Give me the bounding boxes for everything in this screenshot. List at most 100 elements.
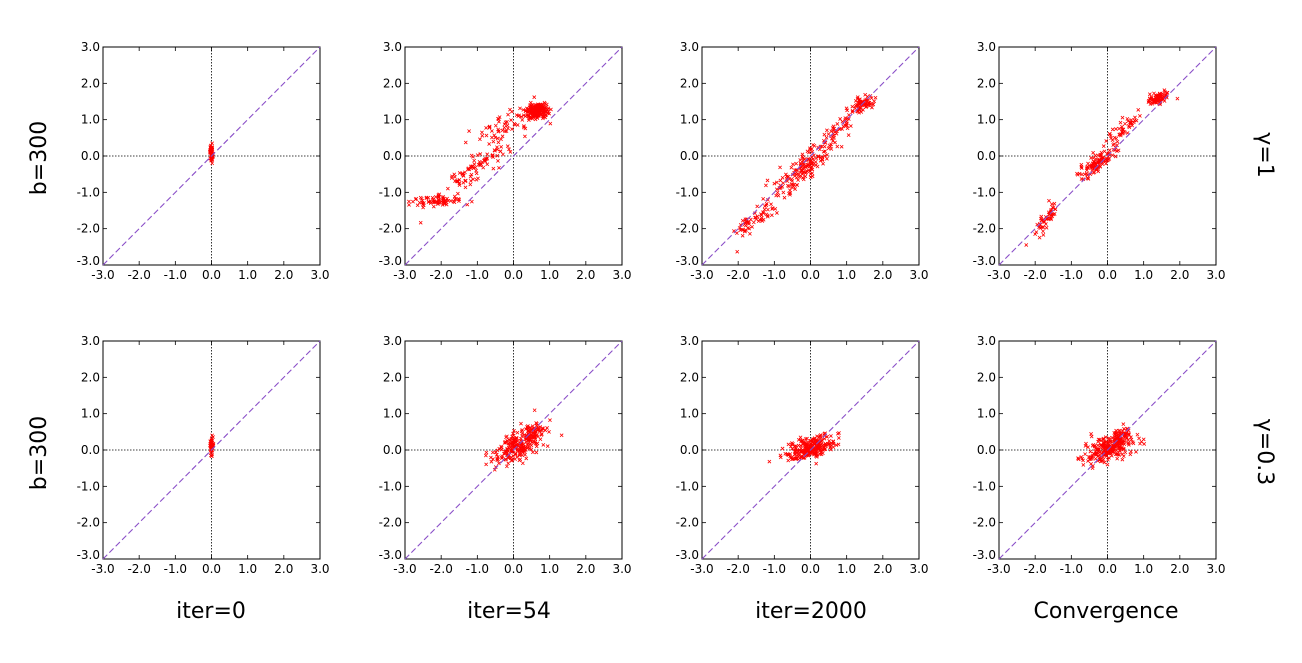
scatter-point (834, 443, 839, 447)
y-tick-label: 3.0 (81, 334, 100, 348)
scatter-point (1153, 93, 1158, 98)
scatter-point (460, 171, 465, 176)
scatter-point (861, 107, 865, 112)
scatter-point (1041, 233, 1046, 237)
scatter-point (497, 461, 501, 466)
scatter-point (801, 163, 806, 167)
scatter-point (515, 430, 520, 435)
scatter-point (1109, 453, 1114, 458)
scatter-point (1121, 127, 1126, 132)
x-tick-label: -1.0 (1060, 562, 1083, 576)
x-tick-label: 3.0 (1206, 562, 1225, 576)
x-tick-label: 2.0 (873, 562, 892, 576)
x-tick-label: -1.0 (1060, 268, 1083, 282)
scatter-point (1126, 438, 1131, 442)
scatter-point (1126, 124, 1131, 128)
scatter-point (534, 421, 539, 426)
scatter-point (526, 114, 531, 119)
scatter-point (793, 187, 797, 191)
scatter-point (748, 231, 752, 236)
scatter-point (1042, 220, 1047, 224)
scatter-point (505, 438, 510, 443)
scatter-point (1113, 154, 1118, 159)
scatter-point (509, 441, 514, 445)
scatter-point (871, 102, 876, 107)
scatter-point (1107, 148, 1112, 153)
scatter-point (826, 132, 831, 136)
scatter-point (829, 136, 834, 141)
scatter-point (1108, 439, 1113, 443)
scatter-point (467, 129, 471, 133)
scatter-point (534, 444, 539, 449)
scatter-point (463, 185, 468, 190)
x-tick-label: 1.0 (540, 268, 559, 282)
scatter-point (802, 440, 807, 445)
x-tick-label: 3.0 (612, 562, 631, 576)
scatter-point (463, 140, 468, 145)
scatter-point (823, 153, 827, 158)
x-tick-label: 1.0 (1134, 562, 1153, 576)
scatter-point (468, 182, 473, 187)
y-tick-label: -3.0 (676, 254, 699, 268)
y-tick-label: 1.0 (383, 407, 402, 421)
y-tick-label: 1.0 (81, 407, 100, 421)
scatter-point (518, 106, 522, 111)
scatter-point (1104, 139, 1109, 143)
scatter-point (836, 436, 841, 440)
x-tick-label: 0.0 (504, 268, 523, 282)
scatter-point (805, 447, 809, 452)
scatter-point (527, 105, 532, 110)
scatter-point (536, 427, 541, 432)
identity-diagonal (701, 340, 920, 560)
scatter-point (1113, 430, 1118, 435)
scatter-point (541, 116, 545, 121)
scatter-point (822, 132, 827, 137)
scatter-point (559, 433, 564, 438)
scatter-point (1105, 462, 1110, 467)
scatter-point (1091, 442, 1096, 447)
scatter-point (472, 162, 477, 167)
scatter-point (1100, 155, 1105, 160)
scatter-point (487, 142, 492, 146)
scatter-point (792, 452, 797, 457)
scatter-point (440, 202, 445, 207)
scatter-point (533, 431, 538, 436)
y-tick-label: 1.0 (680, 113, 699, 127)
scatter-point (474, 171, 479, 176)
scatter-point (421, 205, 426, 210)
x-tick-label: -2.0 (127, 562, 150, 576)
scatter-point (843, 118, 848, 122)
scatter-point (491, 166, 496, 171)
y-tick-label: 1.0 (977, 113, 996, 127)
scatter-point (503, 129, 507, 134)
scatter-point (1105, 457, 1110, 462)
scatter-point (823, 441, 828, 446)
scatter-point (1125, 116, 1130, 121)
scatter-point (766, 197, 770, 202)
scatter-point (1123, 434, 1127, 439)
y-tick-label: -1.0 (676, 479, 699, 493)
scatter-point (802, 443, 807, 448)
scatter-point (418, 220, 423, 225)
scatter-point (548, 418, 552, 423)
scatter-point (869, 96, 874, 101)
y-tick-label: -1.0 (973, 479, 996, 493)
scatter-point (774, 180, 779, 185)
scatter-point (1111, 143, 1116, 147)
scatter-point (541, 442, 546, 447)
x-tick-label: -3.0 (987, 268, 1010, 282)
scatter-point (821, 149, 826, 154)
scatter-point (1044, 222, 1048, 226)
scatter-point (1135, 432, 1140, 437)
scatter-point (1115, 456, 1120, 461)
scatter-point (210, 141, 215, 146)
scatter-point (544, 105, 548, 110)
scatter-point (538, 424, 543, 429)
scatter-point (515, 447, 520, 452)
scatter-point (754, 217, 759, 222)
scatter-point (775, 190, 780, 195)
y-tick-label: 2.0 (977, 370, 996, 384)
scatter-point (507, 147, 511, 152)
scatter-point (1101, 436, 1106, 441)
scatter-point (439, 199, 444, 204)
